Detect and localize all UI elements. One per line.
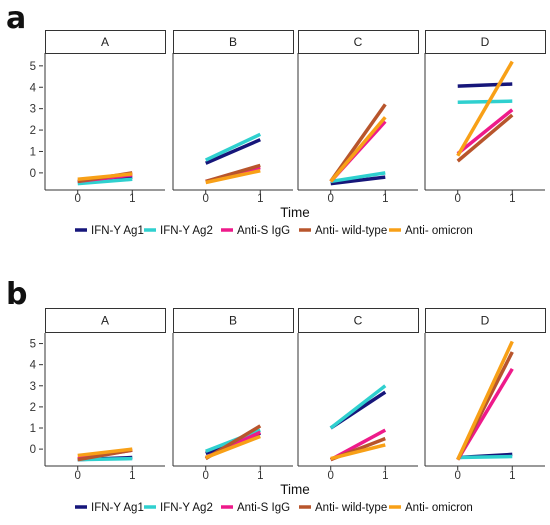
x-tick-label: 0	[75, 193, 81, 205]
facet-B: B 0 1	[172, 308, 294, 482]
y-tick-label: 4	[30, 82, 37, 94]
y-tick-label: 1	[30, 146, 36, 158]
facet-D: D 0 1	[424, 308, 546, 482]
facet-strip-label: C	[354, 314, 363, 328]
facet-strip	[45, 308, 166, 333]
x-tick-label: 0	[328, 193, 334, 205]
x-tick-label: 1	[382, 470, 388, 482]
series-line	[329, 384, 387, 430]
facet-D: D 0 1	[424, 30, 546, 205]
facet-strip	[425, 30, 546, 54]
y-tick-label: 5	[30, 61, 36, 73]
series-line	[456, 113, 514, 163]
x-axis-title: Time	[280, 205, 310, 220]
panel-label: b	[6, 277, 27, 312]
x-tick-label: 1	[509, 470, 515, 482]
y-tick-label: 0	[30, 444, 36, 456]
series-line	[456, 340, 514, 461]
x-tick-label: 1	[129, 470, 135, 482]
x-tick-label: 1	[257, 193, 263, 205]
facet-strip-label: A	[101, 314, 109, 328]
series-line	[330, 175, 386, 186]
y-tick-label: 2	[30, 402, 36, 414]
x-tick-label: 1	[509, 193, 515, 205]
y-tick-label: 2	[30, 125, 36, 137]
facet-strip-label: D	[481, 35, 490, 49]
series-line	[77, 177, 133, 186]
series-line	[330, 171, 386, 184]
facet-strip-label: A	[101, 35, 109, 49]
series-line	[456, 108, 514, 155]
facet-strip-label: C	[354, 35, 363, 49]
legend-label: IFN-Y Ag1	[91, 502, 144, 514]
legend-label: Anti- wild-type	[315, 225, 387, 237]
facet-strip-label: D	[481, 314, 490, 328]
facet-strip	[298, 308, 419, 333]
x-tick-label: 0	[455, 470, 461, 482]
facet-C: C 0 1	[297, 308, 419, 482]
x-tick-label: 1	[129, 193, 135, 205]
x-tick-label: 0	[328, 470, 334, 482]
x-tick-label: 0	[203, 470, 209, 482]
legend-label: IFN-Y Ag1	[91, 225, 144, 237]
y-tick-label: 5	[30, 339, 36, 351]
series-line	[456, 60, 514, 157]
legend: IFN-Y Ag1 IFN-Y Ag2 Anti-S IgG Anti- wild-t…	[75, 502, 473, 514]
series-line	[457, 99, 513, 104]
y-tick-label: 1	[30, 423, 36, 435]
series-line	[205, 434, 261, 460]
facet-A: A 0 1	[44, 30, 166, 205]
legend-label: Anti-S IgG	[237, 502, 290, 514]
facet-A: A 0 1	[44, 308, 166, 482]
series-line	[77, 172, 133, 182]
series-line	[457, 454, 513, 460]
series-line	[204, 132, 262, 162]
facet-strip	[425, 308, 546, 333]
y-tick-label: 3	[30, 104, 36, 116]
facet-strip	[298, 30, 419, 54]
series-line	[205, 169, 261, 185]
x-tick-label: 0	[75, 470, 81, 482]
x-tick-label: 0	[455, 193, 461, 205]
x-axis-title: Time	[280, 482, 310, 497]
series-line	[205, 138, 261, 165]
facet-strip-label: B	[229, 314, 237, 328]
legend-label: Anti- omicron	[405, 502, 473, 514]
y-tick-label: 0	[30, 168, 36, 180]
legend-label: Anti- wild-type	[315, 502, 387, 514]
legend: IFN-Y Ag1 IFN-Y Ag2 Anti-S IgG Anti- wild-t…	[75, 225, 473, 237]
facet-C: C 0 1	[297, 30, 419, 205]
series-line	[457, 82, 513, 88]
facet-B: B 0 1	[172, 30, 294, 205]
facet-strip-label: B	[229, 35, 237, 49]
series-line	[330, 443, 386, 461]
legend-label: Anti-S IgG	[237, 225, 290, 237]
legend-label: IFN-Y Ag2	[160, 225, 213, 237]
facet-strip	[173, 30, 294, 54]
legend-label: IFN-Y Ag2	[160, 502, 213, 514]
facet-strip	[45, 30, 166, 54]
x-tick-label: 1	[257, 470, 263, 482]
series-line	[77, 447, 133, 458]
legend-label: Anti- omicron	[405, 225, 473, 237]
panel-label: a	[6, 1, 26, 36]
series-line	[329, 116, 387, 183]
y-tick-label: 3	[30, 381, 36, 393]
x-tick-label: 1	[382, 193, 388, 205]
y-tick-label: 4	[30, 360, 37, 372]
facet-strip	[173, 308, 294, 333]
x-tick-label: 0	[203, 193, 209, 205]
